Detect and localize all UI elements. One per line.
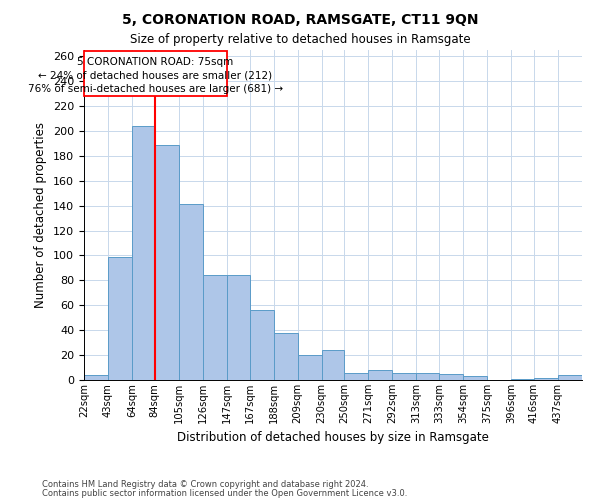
Text: 5, CORONATION ROAD, RAMSGATE, CT11 9QN: 5, CORONATION ROAD, RAMSGATE, CT11 9QN — [122, 12, 478, 26]
Bar — [298, 355, 322, 380]
Bar — [416, 372, 439, 380]
Bar — [250, 310, 274, 380]
Y-axis label: Number of detached properties: Number of detached properties — [34, 122, 47, 308]
Text: 5 CORONATION ROAD: 75sqm: 5 CORONATION ROAD: 75sqm — [77, 58, 233, 68]
Bar — [84, 375, 108, 380]
Text: ← 24% of detached houses are smaller (212): ← 24% of detached houses are smaller (21… — [38, 71, 272, 81]
Bar — [439, 374, 463, 380]
Bar — [274, 332, 298, 380]
Bar — [534, 378, 558, 380]
Text: Contains HM Land Registry data © Crown copyright and database right 2024.: Contains HM Land Registry data © Crown c… — [42, 480, 368, 489]
FancyBboxPatch shape — [84, 51, 227, 96]
Bar — [463, 376, 487, 380]
Bar — [322, 350, 344, 380]
Text: Size of property relative to detached houses in Ramsgate: Size of property relative to detached ho… — [130, 32, 470, 46]
Bar — [227, 276, 250, 380]
Bar — [392, 372, 416, 380]
Bar — [132, 126, 155, 380]
Bar — [558, 375, 582, 380]
Bar — [108, 256, 132, 380]
Bar — [203, 276, 227, 380]
Bar — [179, 204, 203, 380]
Bar — [368, 370, 392, 380]
Bar — [155, 144, 179, 380]
Bar — [511, 379, 534, 380]
X-axis label: Distribution of detached houses by size in Ramsgate: Distribution of detached houses by size … — [177, 432, 489, 444]
Bar — [344, 372, 368, 380]
Text: Contains public sector information licensed under the Open Government Licence v3: Contains public sector information licen… — [42, 488, 407, 498]
Text: 76% of semi-detached houses are larger (681) →: 76% of semi-detached houses are larger (… — [28, 84, 283, 94]
